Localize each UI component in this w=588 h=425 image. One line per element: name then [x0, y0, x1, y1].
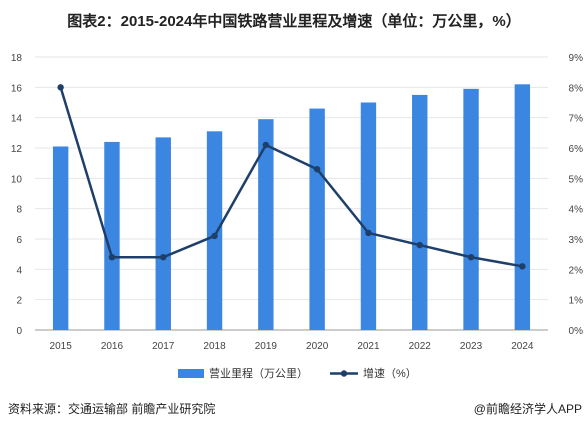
x-tick-label: 2021 [357, 341, 380, 352]
bar [514, 84, 531, 330]
y-tick-label-left: 2 [16, 296, 22, 307]
growth-point [211, 232, 218, 240]
y-tick-label-right: 8% [569, 83, 584, 94]
y-tick-label-right: 0% [569, 326, 584, 337]
chart-title: 图表2：2015-2024年中国铁路营业里程及增速（单位：万公里，%） [67, 13, 521, 30]
bar [258, 119, 274, 330]
y-tick-label-left: 4 [16, 265, 22, 276]
growth-point [519, 263, 526, 270]
y-tick-label-left: 18 [11, 53, 23, 64]
bars [52, 84, 531, 331]
y-tick-label-left: 0 [16, 326, 22, 337]
y-axis-right: 0% 1% 2% 3% 4% 5% 6% 7% 8% 9% [569, 53, 584, 337]
legend-label-bar: 营业里程（万公里） [209, 366, 308, 380]
y-tick-label-right: 4% [569, 205, 584, 216]
y-axis-left: 0 2 4 6 8 10 12 14 16 18 [11, 53, 23, 337]
x-tick-label: 2015 [50, 341, 73, 352]
bar [360, 102, 377, 330]
x-axis: 2015 2016 2017 2018 2019 2020 2021 2022 2023 2024 [50, 341, 534, 352]
grid [35, 56, 548, 331]
bar [412, 94, 428, 331]
y-tick-label-left: 6 [16, 235, 22, 246]
y-tick-label-left: 8 [16, 205, 22, 216]
y-tick-label-right: 7% [569, 114, 584, 125]
growth-point [160, 254, 167, 261]
x-tick-label: 2022 [409, 341, 432, 352]
y-tick-label-left: 16 [11, 83, 23, 94]
growth-point [57, 84, 64, 91]
y-tick-label-right: 3% [569, 235, 584, 246]
x-tick-label: 2019 [255, 341, 278, 352]
y-tick-label-right: 2% [569, 265, 584, 276]
x-tick-label: 2024 [511, 341, 534, 352]
growth-point [365, 229, 372, 237]
legend-label-line: 增速（%） [363, 366, 417, 380]
y-tick-label-left: 10 [11, 174, 23, 185]
y-tick-label-right: 6% [569, 144, 584, 155]
legend-swatch-point [340, 370, 348, 377]
x-tick-label: 2018 [203, 341, 226, 352]
y-tick-label-right: 1% [569, 296, 584, 307]
bar [104, 141, 120, 330]
bar [309, 108, 325, 330]
x-tick-label: 2023 [460, 341, 483, 352]
growth-polyline [59, 86, 523, 268]
y-tick-label-left: 14 [11, 114, 23, 125]
growth-point [313, 166, 321, 173]
x-tick-label: 2017 [152, 341, 175, 352]
y-tick-label-right: 9% [569, 53, 584, 64]
growth-point [467, 254, 475, 261]
growth-point [262, 141, 270, 149]
bar [463, 88, 479, 330]
source-note: 资料来源：交通运输部 前瞻产业研究院 [8, 402, 216, 416]
growth-point [416, 241, 423, 249]
x-tick-label: 2020 [306, 341, 329, 352]
bar [52, 146, 69, 330]
growth-line [57, 84, 526, 270]
legend-swatch-bar [178, 369, 204, 378]
y-tick-label-left: 12 [11, 144, 23, 155]
y-tick-label-right: 5% [569, 174, 584, 185]
bar [206, 131, 223, 330]
bar [155, 137, 171, 330]
credit: @前瞻经济学人APP [473, 402, 582, 416]
legend: 营业里程（万公里） 增速（%） [178, 366, 417, 380]
growth-point [108, 254, 116, 261]
x-tick-label: 2016 [101, 341, 124, 352]
